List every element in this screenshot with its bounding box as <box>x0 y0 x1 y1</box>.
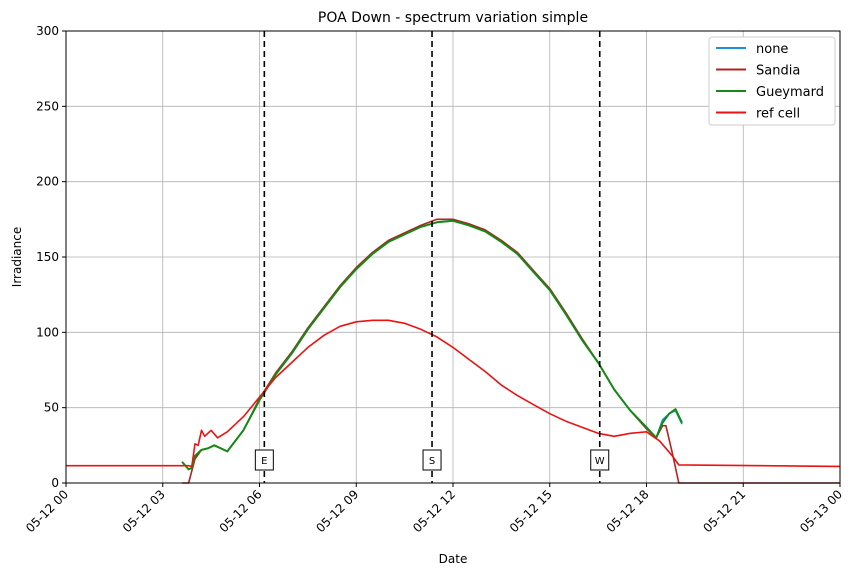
x-tick-label: 05-12 00 <box>23 487 71 535</box>
x-tick-label: 05-12 03 <box>120 487 168 535</box>
y-axis-ticks: 0 50 100 150 200 250 300 <box>36 24 66 490</box>
x-tick-label: 05-12 15 <box>507 487 555 535</box>
y-tick-label: 150 <box>36 250 59 264</box>
x-tick-label: 05-12 21 <box>700 487 748 535</box>
x-tick-label: 05-12 06 <box>217 487 265 535</box>
marker-label-w: W <box>595 456 605 467</box>
legend-entry-label: ref cell <box>756 107 800 122</box>
legend-entry-label: Sandia <box>756 64 800 79</box>
legend-entry-label: none <box>756 42 788 57</box>
x-tick-label: 05-12 09 <box>313 487 361 535</box>
y-tick-label: 50 <box>44 401 59 415</box>
y-axis-label: Irradiance <box>10 227 24 287</box>
legend-entry-label: Gueymard <box>756 85 824 100</box>
x-axis-label: Date <box>439 552 468 566</box>
marker-box-e <box>254 449 274 471</box>
x-tick-label: 05-13 00 <box>797 487 845 535</box>
x-tick-label: 05-12 12 <box>410 487 458 535</box>
y-tick-label: 250 <box>36 99 59 113</box>
plot-area <box>66 218 841 484</box>
chart-title: POA Down - spectrum variation simple <box>318 10 588 26</box>
y-tick-label: 200 <box>36 175 59 189</box>
marker-label-e: E <box>261 456 267 467</box>
legend: none Sandia Gueymard ref cell <box>708 36 836 126</box>
y-tick-label: 100 <box>36 325 59 339</box>
marker-label-s: S <box>429 456 435 467</box>
y-tick-label: 0 <box>51 476 59 490</box>
marker-box-w <box>590 449 610 471</box>
x-axis-ticks: 05-12 00 05-12 03 05-12 06 05-12 09 05-12 12… <box>23 483 845 535</box>
x-tick-label: 05-12 18 <box>604 487 652 535</box>
marker-box-s <box>422 449 442 471</box>
y-tick-label: 300 <box>36 24 59 38</box>
series-line-sandia <box>182 218 840 484</box>
series-line-gueymard <box>181 219 683 471</box>
series-line-ref-cell <box>66 319 841 468</box>
legend-box <box>708 36 836 126</box>
